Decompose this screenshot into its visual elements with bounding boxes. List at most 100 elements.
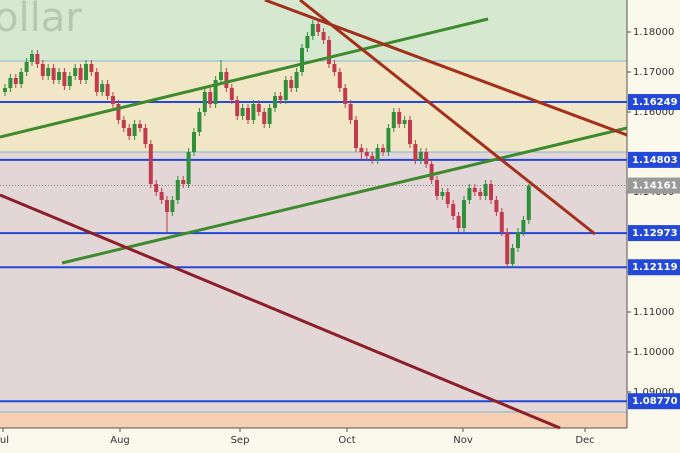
candle-body: [51, 68, 56, 80]
candle-body: [57, 72, 61, 80]
candle-body: [440, 192, 445, 196]
candle-body: [267, 108, 272, 124]
candle-body: [84, 64, 88, 80]
candle-body: [35, 54, 40, 64]
x-tick-label: Sep: [231, 435, 250, 446]
candle-body: [154, 184, 159, 192]
x-tick-label: Oct: [338, 435, 355, 446]
candle-body: [435, 180, 439, 196]
candle-body: [510, 248, 515, 264]
y-tick-label: 1.09000: [633, 387, 674, 398]
candle-body: [467, 188, 472, 200]
candle-body: [408, 120, 412, 144]
candle-body: [305, 36, 310, 48]
candle-body: [289, 80, 294, 88]
candle-body: [40, 64, 45, 76]
candle-body: [499, 212, 504, 232]
candle-body: [30, 54, 34, 62]
level-label-box: [628, 94, 680, 111]
candle-body: [46, 68, 51, 76]
candle-body: [100, 84, 105, 92]
level-label-box: [628, 225, 680, 242]
y-tick-label: 1.11000: [633, 307, 674, 318]
candle-body: [256, 104, 261, 112]
y-tick-label: 1.10000: [633, 347, 674, 358]
candle-body: [19, 72, 24, 84]
candle-body: [397, 112, 402, 124]
level-label: 1.12973: [632, 228, 678, 239]
candle-body: [375, 148, 380, 160]
candle-body: [148, 144, 153, 184]
trendline: [0, 17, 489, 139]
candle-body: [526, 185, 531, 220]
candle-body: [78, 68, 83, 80]
candle-body: [494, 200, 499, 212]
x-tick-label: Dec: [575, 435, 594, 446]
candle-body: [111, 96, 115, 104]
candle-body: [278, 96, 283, 100]
candle-body: [386, 128, 391, 152]
candle-body: [138, 124, 142, 128]
level-label-box: [628, 393, 680, 410]
candle-body: [186, 152, 191, 184]
candle-body: [251, 104, 256, 120]
candle-body: [294, 72, 299, 88]
candle-body: [489, 184, 493, 200]
candle-body: [516, 232, 520, 248]
candle-body: [478, 192, 483, 196]
candle-body: [159, 192, 164, 200]
candle-body: [321, 32, 326, 40]
candle-body: [208, 92, 213, 104]
trendline: [299, 0, 596, 236]
candle-body: [13, 78, 18, 84]
candle-body: [229, 88, 234, 100]
y-tick-label: 1.17000: [633, 67, 674, 78]
candle-body: [235, 100, 240, 116]
candle-body: [224, 72, 229, 88]
zone-upper: [0, 61, 627, 152]
candle-body: [8, 78, 13, 88]
candle-body: [332, 64, 337, 72]
candle-body: [354, 120, 358, 148]
candle-body: [132, 124, 137, 136]
y-tick-label: 1.16000: [633, 107, 674, 118]
candle-body: [451, 204, 456, 216]
candle-body: [73, 68, 78, 76]
level-label: 1.14803: [632, 155, 678, 166]
trendlines: [0, 0, 628, 430]
candle-body: [262, 112, 267, 124]
candle-body: [402, 120, 407, 124]
candle-body: [273, 96, 277, 108]
y-tick-label: 1.18000: [633, 27, 674, 38]
candle-body: [197, 112, 202, 132]
candle-body: [316, 24, 321, 32]
x-tick-label: Nov: [453, 435, 473, 446]
candle-body: [213, 80, 218, 104]
candle-body: [300, 48, 304, 72]
candle-body: [343, 88, 348, 104]
candle-body: [181, 180, 186, 184]
candle-body: [521, 220, 526, 232]
candle-body: [192, 132, 196, 152]
current-price-box: [628, 177, 680, 194]
trendline: [264, 0, 628, 137]
candle-body: [505, 232, 510, 264]
candle-body: [413, 144, 418, 160]
level-label: 1.12119: [632, 262, 678, 273]
trendline: [61, 126, 628, 265]
candle-body: [429, 164, 434, 180]
candle-body: [445, 192, 450, 204]
candle-body: [175, 180, 180, 200]
level-label: 1.08770: [632, 396, 678, 407]
candle-body: [370, 156, 375, 160]
candle-body: [143, 128, 148, 144]
zone-middle: [0, 152, 627, 412]
level-label: 1.16249: [632, 97, 678, 108]
x-tick-label: Jul: [0, 435, 9, 446]
candle-body: [170, 200, 175, 212]
watermark-title: ollar: [0, 0, 82, 41]
candle-body: [359, 148, 364, 152]
candle-body: [121, 120, 126, 128]
candle-body: [310, 24, 315, 36]
